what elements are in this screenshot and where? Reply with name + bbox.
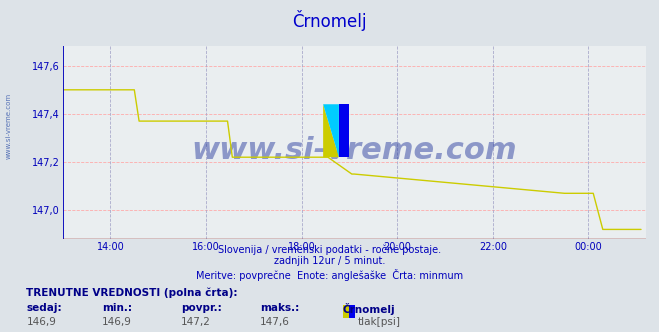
Text: Slovenija / vremenski podatki - ročne postaje.: Slovenija / vremenski podatki - ročne po…	[218, 244, 441, 255]
Polygon shape	[323, 104, 339, 157]
Bar	[343, 305, 349, 318]
Text: www.si-vreme.com: www.si-vreme.com	[5, 93, 11, 159]
Text: 147,6: 147,6	[260, 317, 290, 327]
Text: Meritve: povprečne  Enote: anglešaške  Črta: minmum: Meritve: povprečne Enote: anglešaške Črt…	[196, 269, 463, 281]
Text: povpr.:: povpr.:	[181, 303, 222, 313]
Text: 146,9: 146,9	[102, 317, 132, 327]
Text: zadnjih 12ur / 5 minut.: zadnjih 12ur / 5 minut.	[273, 256, 386, 266]
Text: min.:: min.:	[102, 303, 132, 313]
Text: Črnomelj: Črnomelj	[343, 303, 395, 315]
Text: 147,2: 147,2	[181, 317, 211, 327]
Text: www.si-vreme.com: www.si-vreme.com	[191, 136, 517, 165]
Bar	[349, 305, 355, 318]
Text: maks.:: maks.:	[260, 303, 300, 313]
Text: 146,9: 146,9	[26, 317, 56, 327]
Text: Črnomelj: Črnomelj	[292, 10, 367, 31]
Text: TRENUTNE VREDNOSTI (polna črta):: TRENUTNE VREDNOSTI (polna črta):	[26, 287, 238, 298]
Text: sedaj:: sedaj:	[26, 303, 62, 313]
Bar	[339, 104, 349, 157]
Polygon shape	[323, 104, 339, 157]
Text: tlak[psi]: tlak[psi]	[358, 317, 401, 327]
